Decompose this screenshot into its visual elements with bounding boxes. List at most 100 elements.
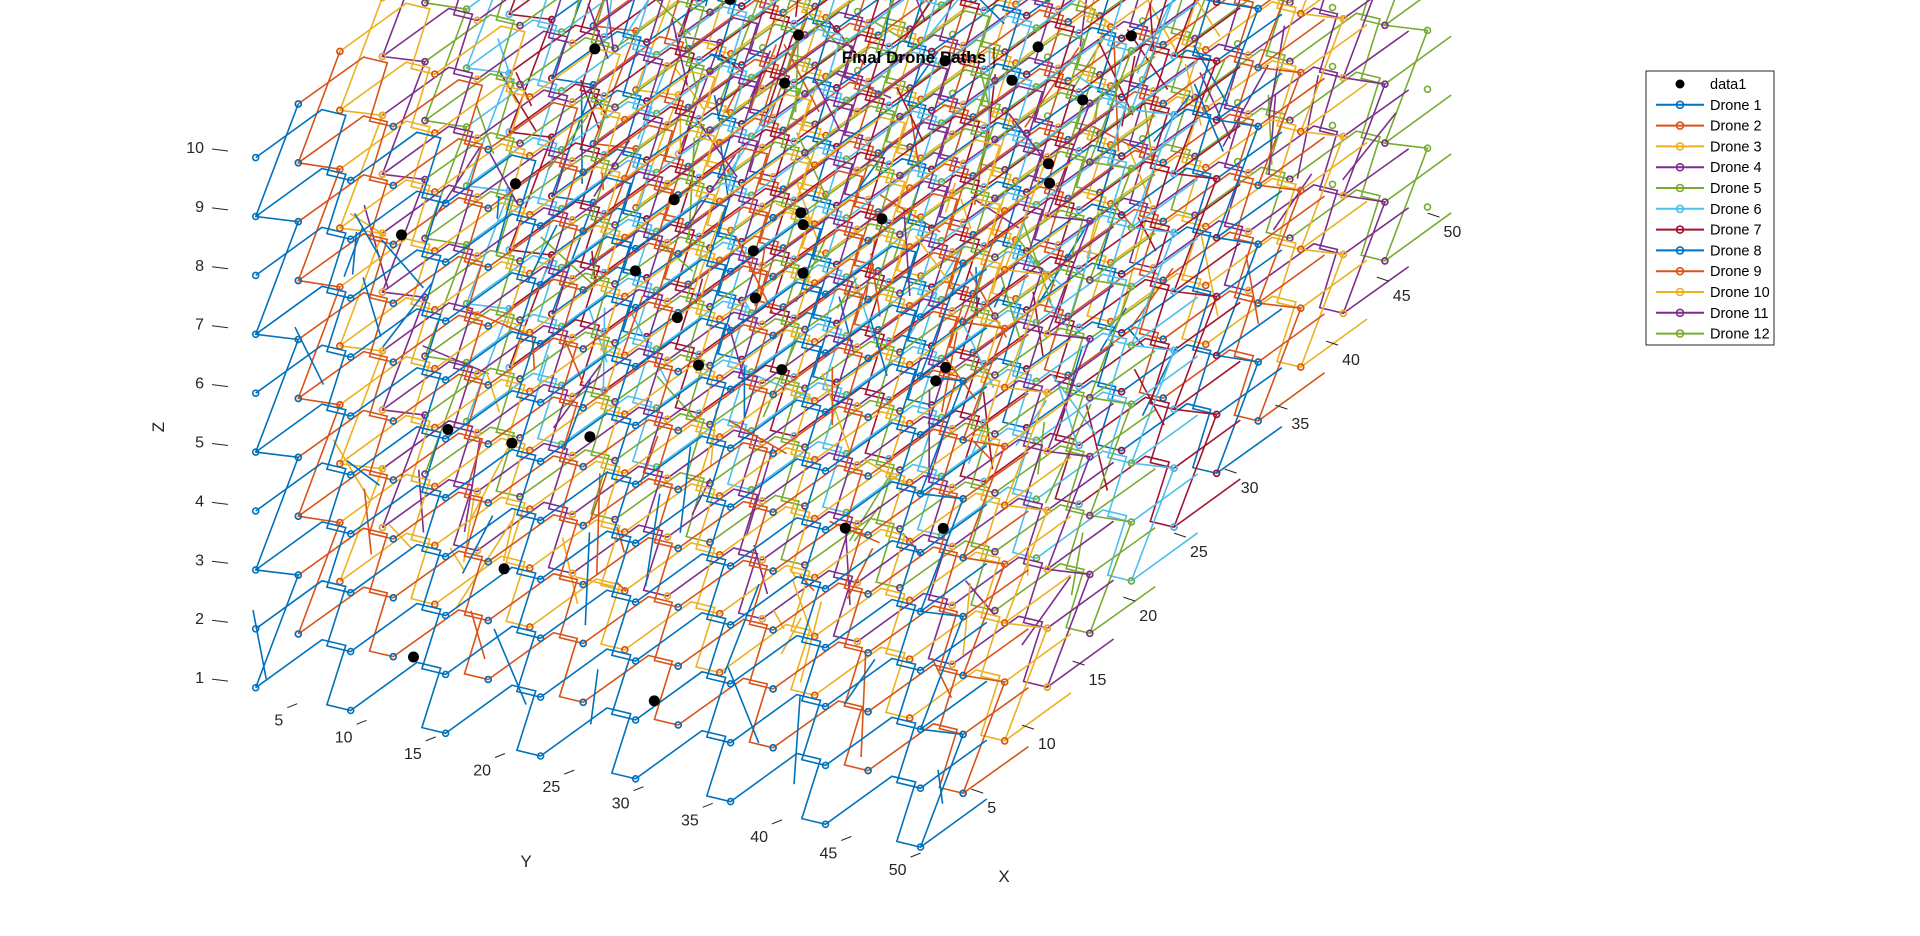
path-layer [255, 521, 988, 731]
waypoint-marker [1244, 169, 1253, 177]
z-tick-label: 4 [195, 493, 204, 510]
y-tick-mark [771, 819, 783, 825]
waypoint-marker [473, 193, 482, 201]
waypoint-marker [1117, 152, 1126, 160]
y-tick-label: 25 [542, 779, 560, 796]
legend-entry[interactable]: Drone 4 [1656, 160, 1762, 176]
waypoint-marker [758, 202, 767, 211]
legend-entry[interactable]: Drone 7 [1656, 223, 1762, 239]
waypoint-marker [346, 706, 355, 715]
path-crossing [979, 0, 1005, 25]
path-crossing [973, 127, 989, 206]
scatter-point [795, 207, 807, 219]
legend-entry[interactable]: Drone 5 [1656, 181, 1762, 197]
path-crossing [940, 331, 958, 413]
waypoint-marker [1127, 577, 1136, 585]
legend-entry[interactable]: Drone 3 [1656, 139, 1762, 155]
legend-entry[interactable]: Drone 6 [1656, 202, 1762, 218]
waypoint-marker [737, 2, 746, 10]
waypoint-marker [674, 367, 683, 376]
waypoint-marker [853, 461, 862, 469]
waypoints [251, 100, 967, 851]
path-crossing [1057, 384, 1079, 446]
waypoint-marker [769, 626, 777, 634]
waypoint-marker [631, 362, 640, 371]
waypoint-marker [336, 47, 344, 56]
waypoint-marker [1086, 511, 1094, 520]
path-crossing [1267, 25, 1286, 119]
scatter-point [1006, 74, 1018, 86]
x-tick-label: 45 [1393, 288, 1411, 305]
path-crossing [1181, 0, 1206, 55]
legend-entry[interactable]: Drone 1 [1656, 98, 1762, 114]
z-tick-label: 1 [195, 670, 204, 687]
waypoint-marker [991, 76, 999, 85]
path-crossing [470, 445, 510, 520]
z-tick-label: 7 [195, 317, 204, 334]
legend-entry[interactable]: Drone 10 [1656, 285, 1770, 301]
y-tick-mark [494, 753, 506, 758]
legend-entry[interactable]: Drone 11 [1656, 306, 1769, 322]
waypoint-marker [726, 621, 735, 629]
waypoint-marker [1328, 121, 1337, 130]
waypoint-marker [916, 430, 925, 439]
path-crossing [854, 143, 892, 194]
path-layer [255, 462, 988, 672]
waypoint-marker [959, 494, 967, 503]
legend-entry[interactable]: Drone 12 [1656, 327, 1770, 343]
scatter-point [1043, 158, 1054, 170]
waypoint-marker [896, 112, 904, 121]
waypoint-marker [1000, 619, 1009, 627]
path-crossing [655, 0, 692, 36]
x-tick-mark [1376, 276, 1389, 282]
waypoint-marker [1000, 265, 1009, 274]
path-crossing [962, 582, 972, 656]
scatter-point [668, 194, 680, 206]
legend-entry[interactable]: Drone 2 [1656, 119, 1762, 135]
waypoint-marker [1127, 341, 1136, 350]
waypoint-marker [1127, 164, 1136, 173]
waypoint-marker [378, 523, 387, 532]
waypoint-marker [991, 312, 999, 320]
x-tick-mark [1021, 724, 1035, 730]
path-crossing [735, 237, 774, 313]
waypoint-marker [378, 111, 387, 120]
waypoint-marker [853, 107, 862, 116]
path-crossing [639, 435, 659, 483]
waypoint-marker [1127, 459, 1136, 467]
waypoint-marker [1244, 51, 1253, 59]
path-crossing [552, 363, 602, 429]
legend-entry[interactable]: data1 [1675, 77, 1747, 93]
scatter-point [792, 29, 804, 41]
waypoint-marker [1170, 405, 1178, 414]
legend-entry[interactable]: Drone 9 [1656, 264, 1762, 280]
waypoint-marker [948, 424, 957, 433]
waypoint-marker [726, 444, 735, 453]
waypoint-marker [346, 353, 355, 361]
path-transition [1172, 0, 1218, 528]
waypoint-marker [378, 347, 387, 355]
path-transition [634, 0, 680, 208]
waypoint-marker [568, 510, 577, 519]
waypoint-marker [346, 412, 355, 420]
waypoint-marker [821, 349, 830, 357]
waypoint-marker [631, 480, 640, 489]
path-transition [254, 103, 300, 688]
waypoint-marker [821, 761, 830, 770]
path-crossing [343, 226, 364, 277]
waypoint-marker [251, 271, 260, 280]
scatter-point [671, 312, 683, 324]
x-axis-title: X [998, 867, 1009, 886]
waypoint-marker [579, 521, 588, 530]
y-tick-mark [633, 786, 644, 792]
z-tick-mark [211, 384, 229, 388]
legend-entry[interactable]: Drone 8 [1656, 243, 1762, 259]
legend[interactable]: data1 Drone 1 Drone 2 Drone 3 Drone 4 Drone 5… [1645, 70, 1775, 346]
waypoint-marker [695, 0, 703, 5]
path-crossing [591, 250, 596, 279]
legend-marker [1675, 329, 1685, 338]
waypoint-marker [631, 303, 640, 312]
waypoint-marker [832, 25, 841, 33]
path-crossing [1149, 3, 1155, 54]
legend-marker [1675, 225, 1685, 234]
